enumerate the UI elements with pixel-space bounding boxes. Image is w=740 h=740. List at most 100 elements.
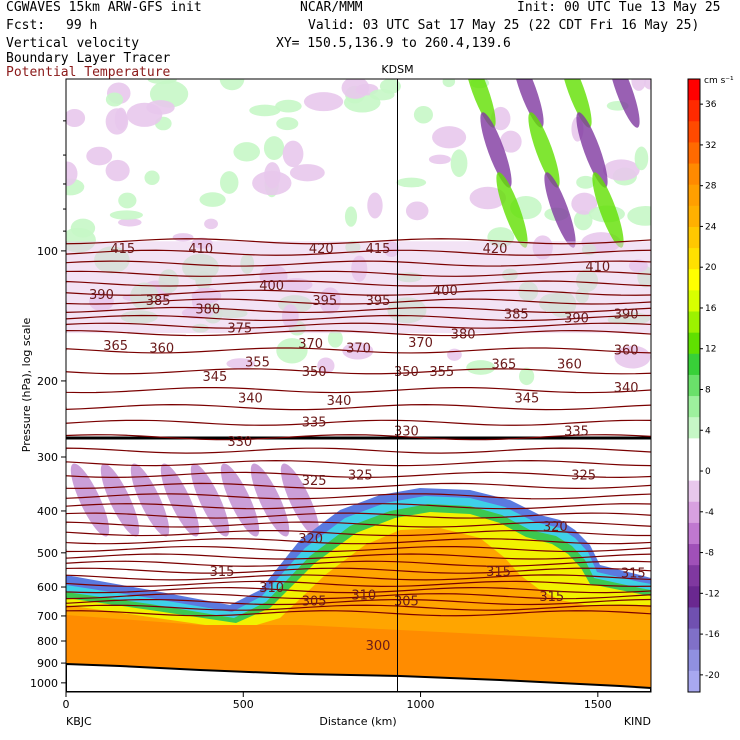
velocity-blob: [263, 136, 285, 160]
velocity-blob: [499, 130, 522, 153]
velocity-blob: [442, 79, 456, 88]
velocity-blob: [602, 159, 640, 181]
velocity-blob: [172, 233, 194, 242]
isentrope-label: 380: [451, 328, 476, 343]
isentrope-line: [66, 587, 651, 594]
isentrope-label: 395: [312, 294, 337, 309]
velocity-blob: [233, 142, 261, 162]
isentrope-label: 320: [543, 520, 568, 535]
isentrope-label-group: 355: [245, 355, 270, 370]
isentrope-label: 330: [394, 425, 419, 440]
velocity-blob: [571, 192, 598, 215]
colorbar-swatch: [688, 480, 700, 503]
isentrope-line: [66, 493, 651, 500]
velocity-blob: [289, 164, 325, 182]
isentrope-label-group: 395: [312, 294, 337, 309]
colorbar-swatch: [688, 544, 700, 566]
isentrope-label: 400: [259, 279, 284, 294]
isentrope-label: 400: [433, 284, 458, 299]
isentrope-label-group: 355: [429, 365, 454, 380]
isentrope-label-group: 410: [585, 260, 610, 275]
isentrope-label-group: 335: [564, 425, 589, 440]
colorbar-swatch: [688, 396, 700, 418]
velocity-blob: [341, 79, 370, 99]
isentrope-label: 420: [483, 242, 508, 257]
forecast-hour: 99 h: [66, 18, 98, 33]
isentrope-label: 385: [504, 308, 529, 323]
velocity-blob: [66, 161, 78, 187]
isentrope-label-group: 390: [564, 312, 589, 327]
isentrope-line: [66, 553, 651, 560]
isentrope-label-group: 350: [394, 365, 419, 380]
isentrope-label-group: 320: [298, 532, 323, 547]
isentrope-label: 325: [571, 469, 596, 484]
field-potential-temperature: Potential Temperature: [6, 65, 171, 80]
colorbar-tick-label: 0: [705, 467, 711, 477]
velocity-blob: [413, 105, 433, 124]
isentrope-label-group: 345: [202, 370, 227, 385]
colorbar-swatch: [688, 226, 700, 249]
isentrope-label-group: 415: [110, 242, 135, 257]
colorbar-tick-label: 28: [705, 182, 717, 192]
terrain: [66, 662, 651, 692]
colorbar-unit: cm s⁻¹: [704, 76, 734, 86]
isentrope-line: [66, 503, 651, 510]
isentrope-label: 360: [557, 357, 582, 372]
velocity-blob: [464, 79, 496, 128]
colorbar-swatch: [688, 332, 700, 355]
model-title: CGWAVES 15km ARW-GFS init: [6, 0, 202, 15]
isentrope-line: [66, 280, 651, 287]
isentrope-label-group: 400: [433, 284, 458, 299]
colorbar-tick-label: -12: [705, 589, 720, 599]
y-tick-label: 500: [37, 547, 58, 560]
isentrope-label: 380: [195, 302, 220, 317]
isentrope-label-group: 390: [614, 308, 639, 323]
isentrope-label: 365: [103, 339, 128, 354]
isentrope-label: 345: [514, 392, 539, 407]
velocity-blob: [282, 140, 304, 168]
isentrope-label: 350: [302, 365, 327, 380]
isentrope-label: 410: [188, 242, 213, 257]
isentrope-line: [66, 593, 651, 600]
colorbar-tick-label: 12: [705, 345, 716, 355]
colorbar-swatch: [688, 565, 700, 587]
velocity-blob: [144, 170, 160, 186]
isentrope-label-group: 365: [103, 339, 128, 354]
isentrope-label: 355: [245, 355, 270, 370]
init-time: Init: 00 UTC Tue 13 May 25: [517, 0, 721, 15]
isentrope-label: 395: [366, 294, 391, 309]
colorbar-swatch: [688, 205, 700, 228]
colorbar-swatch: [688, 586, 700, 608]
isentrope-label-group: 325: [302, 474, 327, 489]
isentrope-label: 370: [346, 341, 371, 356]
isentrope-line: [66, 314, 651, 322]
velocity-blob: [496, 172, 528, 248]
isentrope-line: [66, 529, 651, 537]
isentrope-label-group: 370: [346, 341, 371, 356]
colorbar-swatch: [688, 79, 700, 101]
x-tick-label: 0: [63, 698, 70, 711]
isentrope-label-group: 400: [259, 279, 284, 294]
isentrope-line: [66, 368, 651, 375]
colorbar-swatch: [688, 100, 700, 122]
isentrope-line: [66, 386, 651, 394]
velocity-blob: [130, 463, 170, 537]
forecast-label: Fcst:: [6, 18, 46, 33]
velocity-blob: [432, 126, 467, 149]
isentrope-label-group: 320: [543, 520, 568, 535]
isentrope-line: [66, 610, 651, 617]
isentrope-label-group: 330: [394, 425, 419, 440]
isentrope-line: [66, 574, 651, 581]
velocity-blob: [114, 107, 128, 131]
velocity-blob: [275, 99, 302, 113]
velocity-blob: [512, 79, 544, 128]
velocity-blob: [490, 106, 511, 131]
isentrope-label-group: 375: [227, 322, 252, 337]
velocity-blob: [105, 159, 130, 182]
colorbar-tick-label: 8: [705, 386, 711, 396]
isentrope-line: [66, 404, 651, 411]
velocity-blob: [327, 329, 343, 348]
isentrope-label-group: 370: [408, 336, 433, 351]
isentrope-label: 320: [298, 532, 323, 547]
